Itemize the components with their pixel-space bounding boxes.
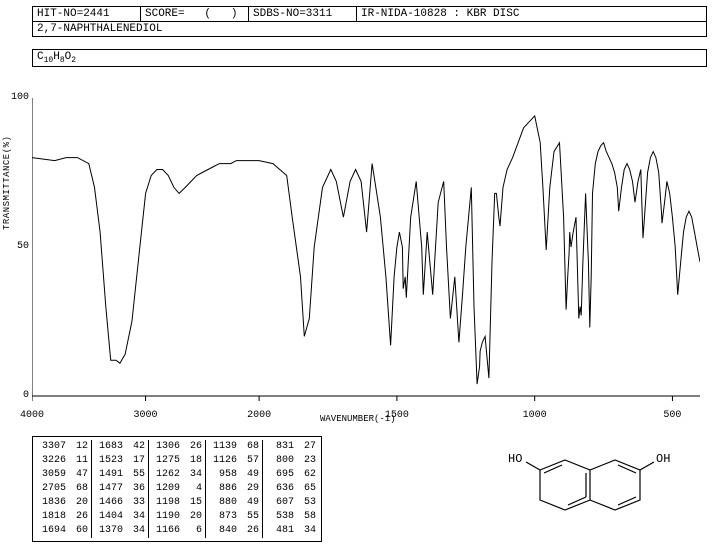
peak-row: 69562	[266, 468, 316, 482]
peak-row: 11666	[152, 524, 202, 538]
peak-column: 1306261275181262341209411981511902011666	[149, 440, 206, 538]
peak-row: 63665	[266, 482, 316, 496]
peak-row: 168342	[95, 440, 145, 454]
peak-row: 83127	[266, 440, 316, 454]
peak-table: 3307123226113059472705681836201818261694…	[32, 436, 322, 542]
peak-row: 169460	[38, 524, 88, 538]
peak-column: 3307123226113059472705681836201818261694…	[35, 440, 92, 538]
ir-spectrum-chart	[32, 98, 700, 406]
peak-row: 322611	[38, 454, 88, 468]
x-tick-label: 500	[652, 410, 692, 421]
peak-column: 83127800236956263665607535385848134	[263, 440, 319, 538]
y-tick-label: 100	[3, 92, 29, 103]
y-tick-label: 0	[3, 390, 29, 401]
x-tick-label: 1000	[515, 410, 555, 421]
peak-row: 113968	[209, 440, 259, 454]
peak-row: 80023	[266, 454, 316, 468]
peak-row: 53858	[266, 510, 316, 524]
header-row-1: HIT-NO=2441 SCORE= ( ) SDBS-NO=3311 IR-N…	[32, 6, 707, 22]
hit-no: HIT-NO=2441	[33, 7, 141, 21]
molecule-structure: HO OH	[470, 440, 700, 540]
score: SCORE= ( )	[141, 7, 249, 21]
oh-label-left: HO	[508, 452, 522, 466]
peak-row: 130626	[152, 440, 202, 454]
x-tick-label: 1500	[377, 410, 417, 421]
peak-row: 181826	[38, 510, 88, 524]
peak-row: 146633	[95, 496, 145, 510]
peak-row: 84026	[209, 524, 259, 538]
peak-row: 140434	[95, 510, 145, 524]
peak-column: 1139681126579584988629880498735584026	[206, 440, 263, 538]
x-tick-label: 4000	[12, 410, 52, 421]
peak-row: 183620	[38, 496, 88, 510]
peak-row: 127518	[152, 454, 202, 468]
peak-row: 95849	[209, 468, 259, 482]
y-tick-label: 50	[3, 241, 29, 252]
peak-row: 330712	[38, 440, 88, 454]
peak-row: 60753	[266, 496, 316, 510]
peak-row: 112657	[209, 454, 259, 468]
y-axis-label: TRANSMITTANCE(%)	[2, 136, 12, 230]
compound-name: 2,7-NAPHTHALENEDIOL	[32, 22, 707, 37]
peak-row: 48134	[266, 524, 316, 538]
peak-row: 147736	[95, 482, 145, 496]
x-tick-label: 3000	[126, 410, 166, 421]
peak-row: 126234	[152, 468, 202, 482]
molecular-formula: C10H8O2	[32, 49, 707, 67]
peak-row: 137034	[95, 524, 145, 538]
ir-info: IR-NIDA-10828 : KBR DISC	[357, 7, 706, 21]
peak-row: 12094	[152, 482, 202, 496]
peak-row: 119815	[152, 496, 202, 510]
peak-row: 152317	[95, 454, 145, 468]
peak-row: 305947	[38, 468, 88, 482]
peak-row: 119020	[152, 510, 202, 524]
peak-row: 88049	[209, 496, 259, 510]
peak-row: 87355	[209, 510, 259, 524]
peak-row: 88629	[209, 482, 259, 496]
header-block: HIT-NO=2441 SCORE= ( ) SDBS-NO=3311 IR-N…	[32, 6, 707, 67]
peak-column: 1683421523171491551477361466331404341370…	[92, 440, 149, 538]
x-tick-label: 2000	[239, 410, 279, 421]
peak-row: 149155	[95, 468, 145, 482]
sdbs-no: SDBS-NO=3311	[249, 7, 357, 21]
oh-label-right: OH	[656, 452, 670, 466]
peak-row: 270568	[38, 482, 88, 496]
